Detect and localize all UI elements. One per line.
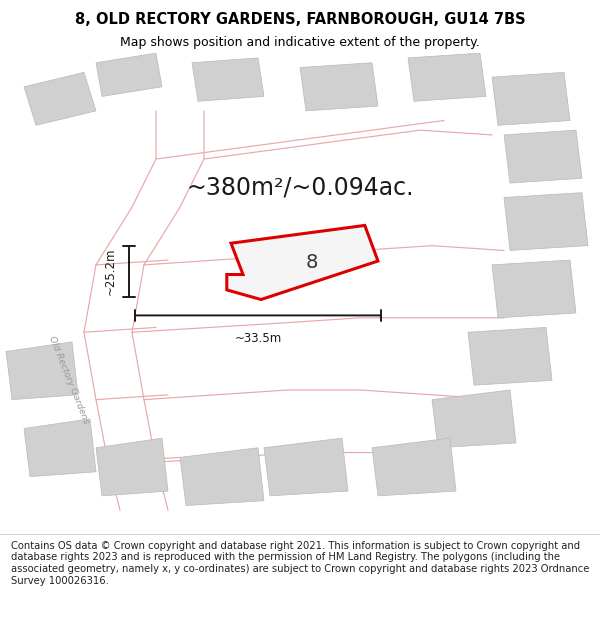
Text: ~380m²/~0.094ac.: ~380m²/~0.094ac. xyxy=(186,176,414,200)
Text: 8, OLD RECTORY GARDENS, FARNBOROUGH, GU14 7BS: 8, OLD RECTORY GARDENS, FARNBOROUGH, GU1… xyxy=(74,12,526,27)
Polygon shape xyxy=(192,58,264,101)
Polygon shape xyxy=(24,72,96,125)
Polygon shape xyxy=(24,419,96,477)
Text: Contains OS data © Crown copyright and database right 2021. This information is : Contains OS data © Crown copyright and d… xyxy=(11,541,589,586)
Polygon shape xyxy=(6,342,78,399)
Polygon shape xyxy=(432,390,516,448)
Polygon shape xyxy=(96,438,168,496)
Polygon shape xyxy=(492,260,576,318)
Polygon shape xyxy=(96,53,162,96)
Polygon shape xyxy=(492,72,570,125)
Text: ~25.2m: ~25.2m xyxy=(103,248,116,295)
Polygon shape xyxy=(227,226,378,299)
Text: Old Rectory Gardens: Old Rectory Gardens xyxy=(47,335,91,426)
Polygon shape xyxy=(180,448,264,506)
Text: 8: 8 xyxy=(306,253,318,272)
Polygon shape xyxy=(504,130,582,183)
Polygon shape xyxy=(504,192,588,251)
Polygon shape xyxy=(372,438,456,496)
Text: Map shows position and indicative extent of the property.: Map shows position and indicative extent… xyxy=(120,36,480,49)
Polygon shape xyxy=(300,62,378,111)
Polygon shape xyxy=(468,328,552,385)
Polygon shape xyxy=(264,438,348,496)
Text: ~33.5m: ~33.5m xyxy=(235,332,281,345)
Polygon shape xyxy=(408,53,486,101)
